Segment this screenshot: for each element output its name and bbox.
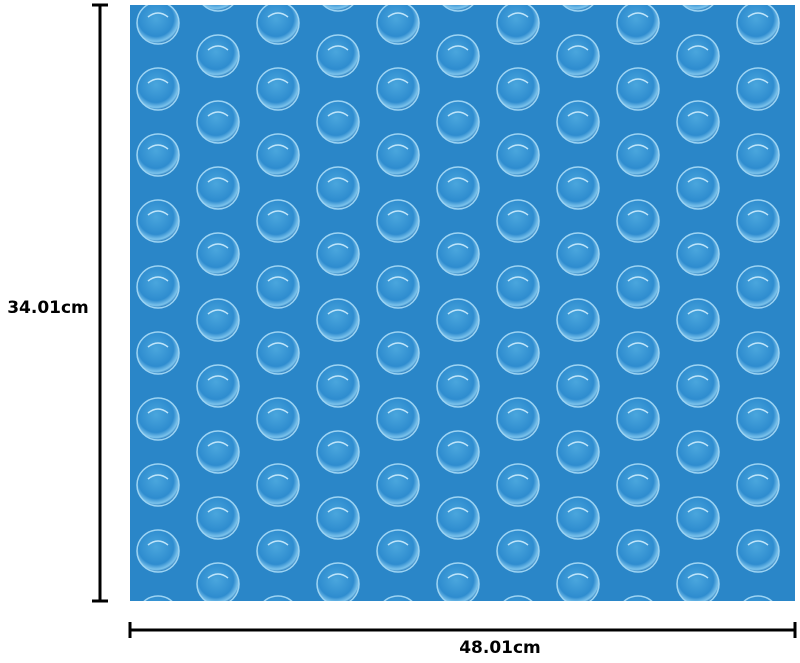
bubble-cover <box>130 5 795 601</box>
height-dimension-line <box>92 3 108 603</box>
width-dimension-line <box>128 622 797 638</box>
height-label: 34.01cm <box>7 298 89 318</box>
width-label: 48.01cm <box>459 638 541 658</box>
